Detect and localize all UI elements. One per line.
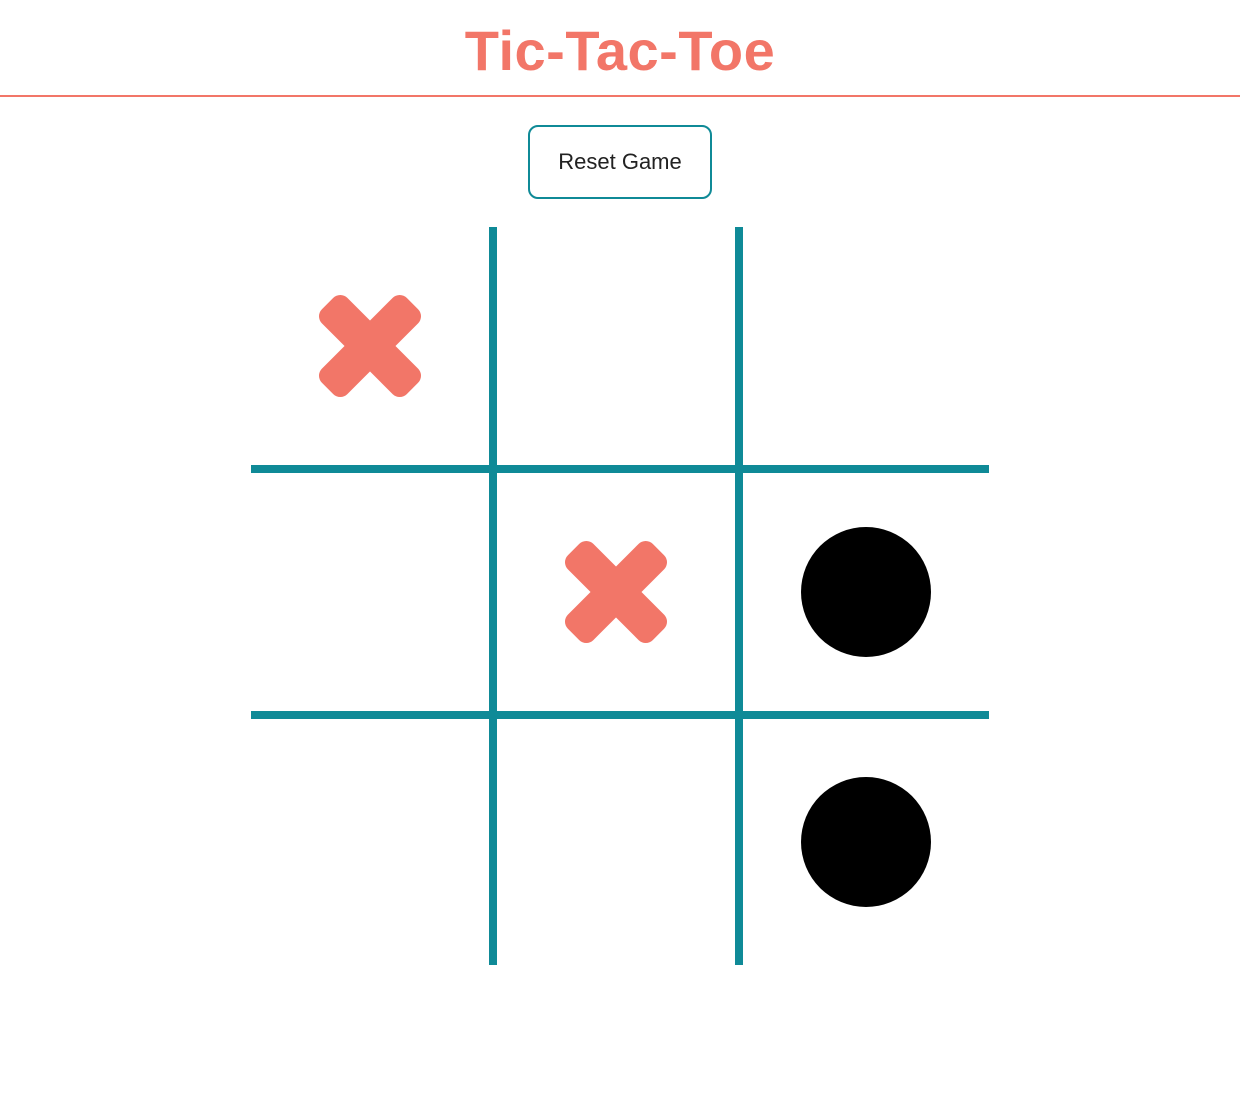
board-cell-1-1[interactable] <box>497 473 743 719</box>
board-cell-2-2[interactable] <box>743 719 989 965</box>
game-board <box>251 227 989 965</box>
x-mark-icon <box>320 296 420 396</box>
reset-button[interactable]: Reset Game <box>528 125 712 199</box>
board-container <box>0 227 1240 965</box>
board-cell-1-2[interactable] <box>743 473 989 719</box>
board-cell-0-1[interactable] <box>497 227 743 473</box>
board-cell-1-0[interactable] <box>251 473 497 719</box>
controls-bar: Reset Game <box>0 125 1240 199</box>
board-cell-0-2[interactable] <box>743 227 989 473</box>
x-mark-icon <box>566 542 666 642</box>
board-cell-0-0[interactable] <box>251 227 497 473</box>
o-mark-icon <box>801 527 931 657</box>
board-cell-2-1[interactable] <box>497 719 743 965</box>
page-title: Tic-Tac-Toe <box>0 18 1240 83</box>
o-mark-icon <box>801 777 931 907</box>
header: Tic-Tac-Toe <box>0 0 1240 97</box>
board-cell-2-0[interactable] <box>251 719 497 965</box>
